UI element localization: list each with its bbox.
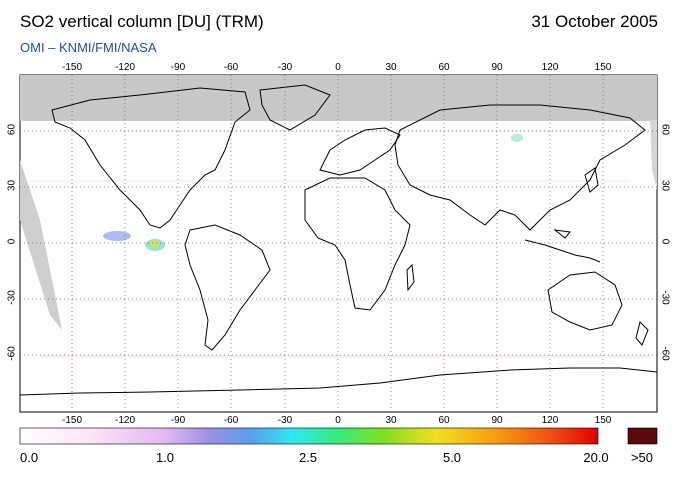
map-date: 31 October 2005	[531, 12, 658, 31]
lon-tick-top: 120	[541, 62, 559, 73]
colorbar-label-over: >50	[630, 450, 654, 465]
lon-tick-bottom: 90	[491, 415, 503, 426]
so2-plume-siberia	[511, 134, 523, 142]
colorbar-label: 2.5	[298, 450, 318, 465]
lat-tick-left: 0	[6, 238, 18, 245]
colorbar-gradient	[19, 427, 599, 445]
lat-tick-right: -60	[659, 346, 671, 361]
lon-tick-top: 30	[385, 62, 397, 73]
orbit-gap-no-data-east	[650, 120, 657, 190]
lon-tick-bottom: 30	[385, 415, 397, 426]
lon-tick-top: -60	[223, 62, 239, 73]
colorbar-label: 5.0	[442, 450, 462, 465]
lon-tick-bottom: 0	[335, 415, 341, 426]
so2-plume-pacific	[103, 231, 131, 241]
colorbar-label: 20.0	[583, 450, 609, 465]
lon-tick-top: -30	[277, 62, 293, 73]
lon-tick-bottom: -30	[277, 415, 293, 426]
lat-tick-left: -30	[6, 290, 18, 305]
map-frame	[19, 74, 658, 413]
lon-tick-bottom: -120	[114, 415, 136, 426]
map-subtitle: OMI – KNMI/FMI/NASA	[20, 40, 157, 55]
orbit-gap-no-data	[20, 160, 62, 330]
lon-tick-top: -90	[170, 62, 186, 73]
lat-tick-right: 60	[659, 123, 671, 136]
lon-tick-bottom: 150	[594, 415, 612, 426]
lon-tick-bottom: -90	[170, 415, 186, 426]
polar-night-no-data	[20, 75, 657, 121]
lat-tick-left: -60	[6, 346, 18, 361]
lat-tick-right: 0	[659, 238, 671, 245]
coastlines	[20, 84, 657, 396]
lat-tick-right: 30	[659, 179, 671, 192]
colorbar-label: 1.0	[155, 450, 175, 465]
lon-tick-top: 0	[335, 62, 341, 73]
lat-tick-left: 60	[6, 123, 18, 136]
lat-tick-right: -30	[659, 290, 671, 305]
lon-tick-top: -150	[61, 62, 83, 73]
lon-tick-top: 150	[594, 62, 612, 73]
so2-noise	[30, 130, 650, 358]
lon-tick-top: -120	[114, 62, 136, 73]
colorbar-over-swatch	[627, 427, 658, 445]
lon-tick-top: 60	[438, 62, 450, 73]
lon-tick-bottom: -60	[223, 415, 239, 426]
map-title: SO2 vertical column [DU] (TRM)	[20, 12, 264, 31]
colorbar-label: 0.0	[20, 450, 39, 465]
lat-tick-left: 30	[6, 179, 18, 192]
lon-tick-bottom: -150	[61, 415, 83, 426]
so2-plume-core	[152, 241, 158, 247]
lon-tick-bottom: 120	[541, 415, 559, 426]
lon-tick-bottom: 60	[438, 415, 450, 426]
graticule	[20, 75, 657, 412]
lon-tick-top: 90	[491, 62, 503, 73]
